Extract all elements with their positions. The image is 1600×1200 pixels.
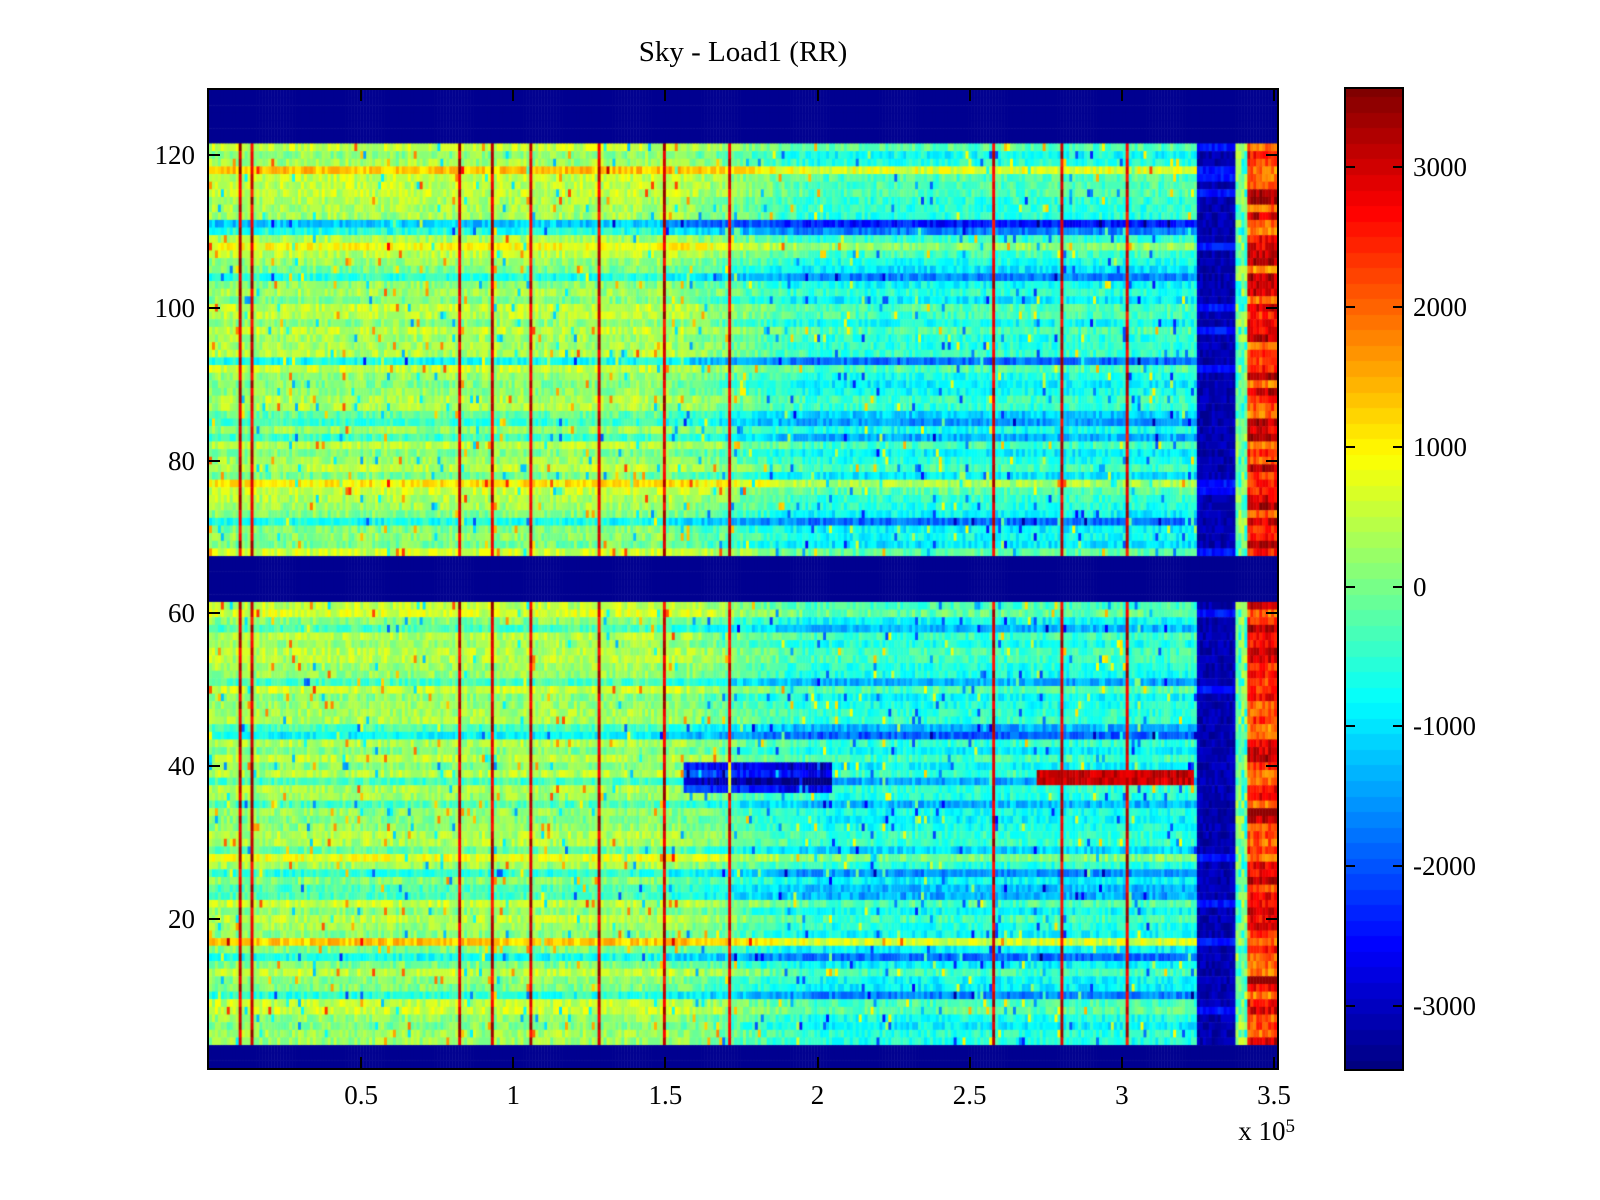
colorbar-tick-label: 3000 xyxy=(1413,152,1467,183)
colorbar-tick-mark-right xyxy=(1393,306,1402,309)
y-tick-label: 20 xyxy=(168,904,195,934)
x-tick-mark-top xyxy=(360,90,363,101)
heatmap-plot-area xyxy=(207,88,1279,1070)
y-tick-mark-right xyxy=(1266,612,1277,615)
y-tick-mark-left xyxy=(209,612,220,615)
colorbar-tick-label: 2000 xyxy=(1413,292,1467,323)
colorbar-tick-label: 0 xyxy=(1413,571,1427,602)
x-tick-label: 0.5 xyxy=(344,1080,378,1110)
y-tick-mark-left xyxy=(209,765,220,768)
y-tick-label: 120 xyxy=(154,139,196,170)
colorbar-tick-mark-left xyxy=(1346,585,1355,588)
colorbar-tick-mark-left xyxy=(1346,445,1355,448)
x-tick-label: 3.5 xyxy=(1257,1080,1291,1110)
colorbar-canvas xyxy=(1346,89,1402,1069)
y-tick-label: 60 xyxy=(168,598,195,629)
x-tick-mark-top xyxy=(816,90,819,101)
colorbar-tick-mark-left xyxy=(1346,1005,1355,1008)
x-tick-label: 1.5 xyxy=(648,1080,683,1110)
y-tick-mark-left xyxy=(209,153,220,156)
x-tick-mark-bottom xyxy=(1272,1057,1275,1068)
colorbar-tick-mark-left xyxy=(1346,166,1355,169)
x-tick-mark-top xyxy=(664,90,667,101)
colorbar-tick-label: 1000 xyxy=(1413,431,1467,462)
x-tick-label: 2 xyxy=(810,1080,825,1110)
y-tick-mark-right xyxy=(1266,765,1277,768)
heatmap-canvas xyxy=(209,90,1277,1068)
colorbar-tick-mark-right xyxy=(1393,865,1402,868)
x-axis-multiplier-base: x 10 xyxy=(1238,1116,1286,1146)
colorbar-tick-mark-left xyxy=(1346,306,1355,309)
x-tick-mark-top xyxy=(512,90,515,101)
x-tick-mark-top xyxy=(968,90,971,101)
x-tick-mark-bottom xyxy=(816,1057,819,1068)
x-tick-mark-top xyxy=(1272,90,1275,101)
colorbar-tick-label: -3000 xyxy=(1413,991,1476,1022)
colorbar-tick-mark-right xyxy=(1393,445,1402,448)
x-tick-mark-top xyxy=(1120,90,1123,101)
x-tick-label: 1 xyxy=(506,1080,521,1110)
colorbar-tick-mark-right xyxy=(1393,166,1402,169)
y-tick-mark-right xyxy=(1266,918,1277,920)
y-tick-mark-right xyxy=(1266,459,1277,462)
x-tick-mark-bottom xyxy=(512,1057,515,1068)
y-tick-mark-left xyxy=(209,306,220,309)
colorbar-tick-mark-right xyxy=(1393,585,1402,588)
x-axis-multiplier: x 105 xyxy=(1095,1116,1295,1147)
x-tick-label: 2.5 xyxy=(952,1080,987,1110)
y-tick-mark-left xyxy=(209,918,220,920)
x-tick-mark-bottom xyxy=(968,1057,971,1068)
x-axis-multiplier-exponent: 5 xyxy=(1285,1116,1296,1137)
colorbar-tick-mark-left xyxy=(1346,725,1355,728)
x-tick-label: 3 xyxy=(1115,1080,1129,1110)
y-tick-mark-right xyxy=(1266,153,1277,156)
x-tick-mark-bottom xyxy=(1120,1057,1123,1068)
chart-title: Sky - Load1 (RR) xyxy=(638,36,848,68)
y-tick-label: 80 xyxy=(168,445,195,476)
y-tick-mark-left xyxy=(209,459,220,462)
x-tick-mark-bottom xyxy=(360,1057,363,1068)
y-tick-mark-right xyxy=(1266,306,1277,309)
colorbar xyxy=(1344,87,1404,1071)
x-tick-mark-bottom xyxy=(664,1057,667,1068)
y-tick-label: 40 xyxy=(168,751,195,782)
y-tick-label: 100 xyxy=(154,292,196,323)
colorbar-tick-label: -2000 xyxy=(1413,851,1476,882)
colorbar-tick-mark-right xyxy=(1393,1005,1402,1008)
colorbar-tick-mark-right xyxy=(1393,725,1402,728)
colorbar-tick-mark-left xyxy=(1346,865,1355,868)
colorbar-tick-label: -1000 xyxy=(1413,711,1476,742)
